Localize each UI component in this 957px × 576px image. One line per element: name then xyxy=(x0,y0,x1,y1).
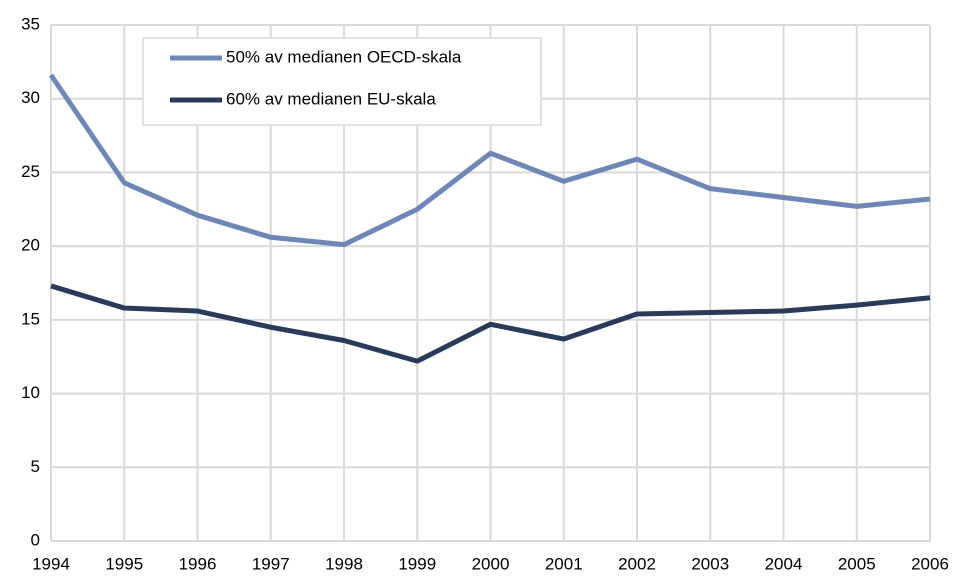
y-tick-label: 10 xyxy=(21,383,40,402)
x-tick-label: 2002 xyxy=(618,554,656,573)
x-tick-label: 2001 xyxy=(545,554,583,573)
y-tick-label: 5 xyxy=(31,457,40,476)
x-tick-label: 1997 xyxy=(252,554,290,573)
y-tick-label: 35 xyxy=(21,14,40,33)
series-line xyxy=(50,283,931,364)
legend: 50% av medianen OECD-skala 60% av mediane… xyxy=(142,37,542,126)
y-tick-label: 0 xyxy=(31,530,40,549)
y-tick-label: 15 xyxy=(21,309,40,328)
x-tick-label: 2000 xyxy=(472,554,510,573)
y-tick-label: 30 xyxy=(21,88,40,107)
x-tick-label: 2004 xyxy=(765,554,803,573)
x-tick-label: 1999 xyxy=(398,554,436,573)
legend-label: 60% av medianen EU-skala xyxy=(226,89,436,108)
x-tick-label: 2005 xyxy=(838,554,876,573)
legend-box xyxy=(142,37,542,126)
series-line xyxy=(48,73,931,248)
x-tick-label: 1994 xyxy=(32,554,70,573)
x-tick-label: 2003 xyxy=(691,554,729,573)
x-tick-label: 2006 xyxy=(911,554,949,573)
y-tick-label: 20 xyxy=(21,236,40,255)
legend-label: 50% av medianen OECD-skala xyxy=(226,47,462,66)
y-tick-label: 25 xyxy=(21,162,40,181)
x-tick-label: 1998 xyxy=(325,554,363,573)
x-tick-label: 1995 xyxy=(105,554,143,573)
x-tick-label: 1996 xyxy=(179,554,217,573)
